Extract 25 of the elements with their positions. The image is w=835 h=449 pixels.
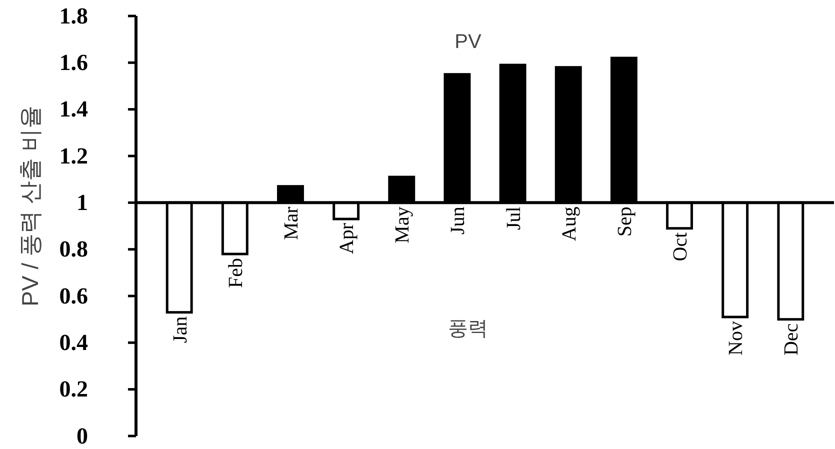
y-tick-label: 1.2 <box>59 143 88 168</box>
x-tick-label: Apr <box>336 222 358 254</box>
y-tick-label: 0.2 <box>59 376 88 402</box>
x-tick-label: Jun <box>447 206 470 234</box>
x-tick-label: Mar <box>280 206 302 240</box>
y-tick-label: 1.6 <box>59 50 88 76</box>
x-tick-label: Aug <box>558 206 580 242</box>
y-tick-label: 1.4 <box>59 96 88 122</box>
x-tick-label: Dec <box>780 323 803 356</box>
x-tick-label: Jul <box>502 206 525 230</box>
y-tick-label: 0.8 <box>59 236 88 262</box>
x-tick-label: May <box>392 206 414 244</box>
y-tick-label: 0.4 <box>59 330 88 356</box>
y-tick-label: 0 <box>76 423 88 448</box>
y-tick-label: 0.6 <box>59 283 88 308</box>
x-tick-label: Jan <box>169 316 192 344</box>
y-axis-title: PV / 풍력 산출 비율 <box>17 106 43 306</box>
annotation: PV <box>454 31 482 53</box>
x-tick-label: Feb <box>224 258 247 288</box>
y-tick-label: 1.8 <box>59 3 88 28</box>
x-tick-label: Sep <box>614 206 636 237</box>
x-tick-label: Oct <box>670 232 692 262</box>
annotation: 풍력 <box>448 318 488 340</box>
x-tick-label: Nov <box>725 321 748 356</box>
y-tick-label: 1 <box>76 190 88 216</box>
